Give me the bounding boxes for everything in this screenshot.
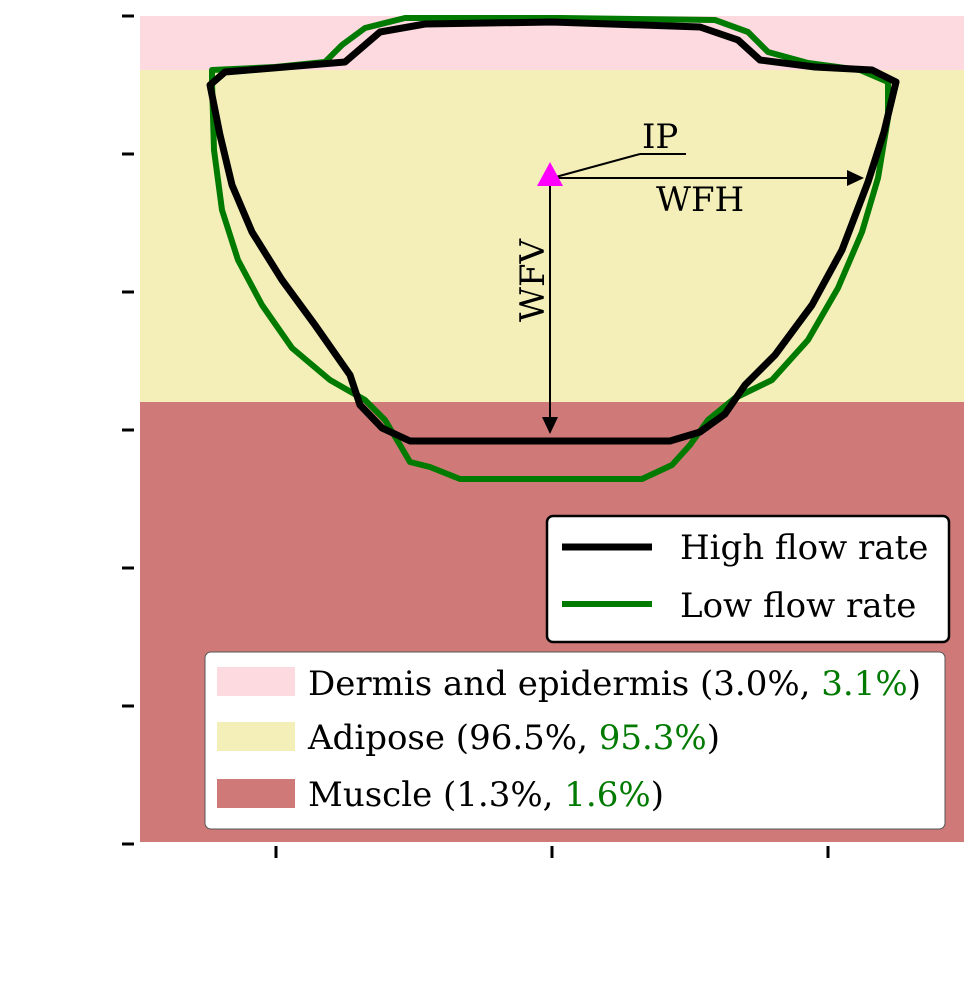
muscle-legend-label: Muscle (1.3%, 1.6%)	[308, 775, 664, 815]
ip-leader	[551, 153, 686, 179]
muscle-swatch	[217, 779, 295, 808]
dermis-legend-label: Dermis and epidermis (3.0%, 3.1%)	[308, 664, 921, 704]
dermis-swatch	[217, 667, 295, 696]
adipose-legend-sep: ,	[577, 718, 599, 758]
y-axis-ticks	[122, 14, 134, 846]
dermis-legend-low: 3.1%	[821, 664, 907, 704]
muscle-legend-suffix: )	[651, 775, 664, 815]
wfh-arrow	[552, 170, 864, 186]
low-flow-label: Low flow rate	[680, 586, 916, 626]
dermis-legend-suffix: )	[908, 664, 921, 704]
low-flow-contour	[209, 15, 891, 482]
adipose-legend-low: 95.3%	[599, 718, 707, 758]
muscle-legend-sep: ,	[543, 775, 565, 815]
adipose-swatch	[217, 722, 295, 751]
dermis-legend-prefix: Dermis and epidermis (	[308, 664, 713, 704]
ip-marker-icon	[537, 162, 563, 186]
tissue-legend: Dermis and epidermis (3.0%, 3.1%) Adipos…	[204, 651, 946, 830]
wfh-label: WFH	[656, 180, 744, 220]
tissue-legend-box	[204, 651, 946, 830]
adipose-legend-high: 96.5%	[469, 718, 577, 758]
ip-label: IP	[642, 117, 678, 157]
adipose-legend-prefix: Adipose (	[307, 718, 469, 758]
muscle-legend-high: 1.3%	[456, 775, 542, 815]
wfh-arrowhead	[847, 170, 864, 186]
adipose-legend-suffix: )	[707, 718, 720, 758]
wfv-label: WFV	[513, 237, 553, 322]
high-flow-contour	[206, 18, 900, 445]
wfv-arrow	[542, 180, 558, 434]
flow-legend: High flow rate Low flow rate	[545, 514, 951, 644]
x-axis-ticks	[274, 846, 830, 858]
dermis-legend-sep: ,	[800, 664, 822, 704]
high-flow-label: High flow rate	[680, 528, 928, 568]
layer-adipose	[140, 70, 964, 402]
dermis-legend-high: 3.0%	[713, 664, 799, 704]
muscle-legend-prefix: Muscle (	[308, 775, 456, 815]
wfv-arrowhead	[542, 417, 558, 434]
muscle-legend-low: 1.6%	[564, 775, 650, 815]
adipose-legend-label: Adipose (96.5%, 95.3%)	[307, 718, 720, 758]
